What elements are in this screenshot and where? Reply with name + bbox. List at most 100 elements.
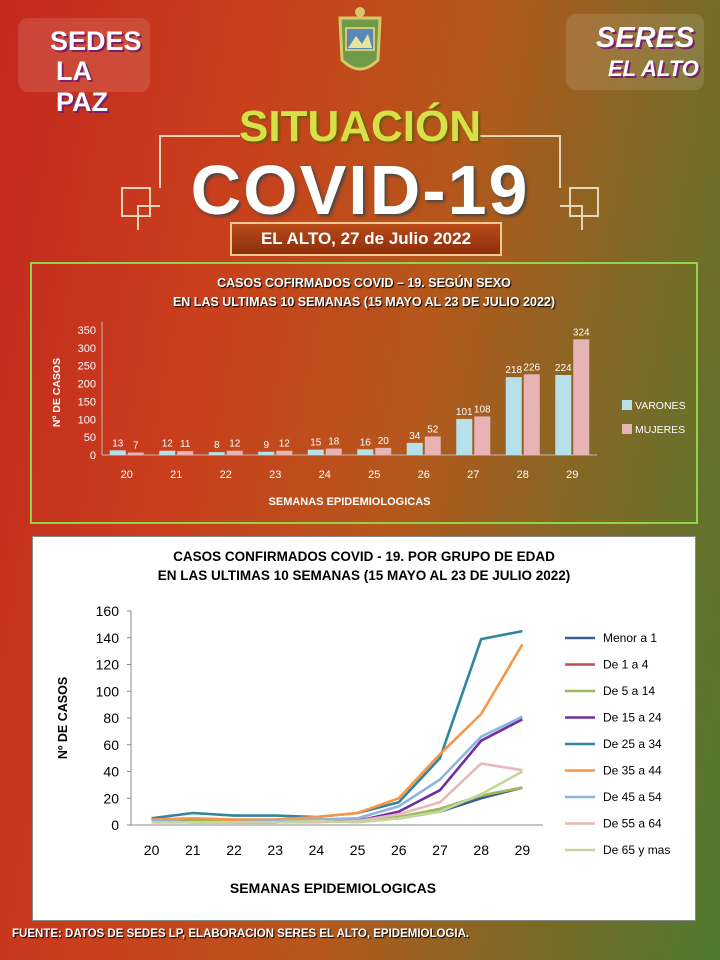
bar-data-label: 9 — [263, 440, 269, 451]
bar-legend-swatch — [622, 400, 632, 410]
bar-chart-title-line2: EN LAS ULTIMAS 10 SEMANAS (15 MAYO AL 23… — [172, 295, 556, 309]
bar-chart-panel: CASOS COFIRMADOS COVID – 19. SEGÚN SEXO … — [30, 262, 698, 524]
bar-mujeres — [276, 450, 293, 455]
bar-x-tick-label: 21 — [170, 469, 182, 481]
bar-data-label: 16 — [360, 437, 372, 448]
bar-data-label: 20 — [378, 436, 390, 447]
bar-data-label: 34 — [409, 431, 421, 442]
bar-mujeres — [226, 450, 243, 455]
line-y-tick-label: 20 — [103, 790, 119, 806]
line-legend-label: De 15 a 24 — [603, 711, 662, 725]
bar-data-label: 218 — [505, 365, 522, 376]
bar-x-tick-label: 24 — [319, 469, 331, 481]
line-legend-label: De 45 a 54 — [603, 790, 662, 804]
bar-data-label: 52 — [427, 424, 439, 435]
line-chart-plot: 0 20 40 60 80 100 120 140 160 20 21 22 23 24 25 26 27 28 2… — [56, 603, 670, 896]
bar-mujeres — [573, 339, 590, 455]
bar-x-tick-label: 27 — [467, 469, 479, 481]
bar-data-label: 12 — [279, 439, 291, 450]
line-legend-label: De 1 a 4 — [603, 658, 649, 672]
line-series-de-15-a-24 — [151, 718, 523, 824]
bar-chart-title-line1: CASOS COFIRMADOS COVID – 19. SEGÚN SEXO — [217, 276, 511, 290]
bar-y-tick-label: 100 — [78, 414, 96, 426]
line-x-tick-label: 26 — [391, 842, 407, 858]
line-legend-label: De 5 a 14 — [603, 684, 655, 698]
bar-varones — [357, 449, 374, 455]
bar-data-label: 324 — [573, 327, 590, 338]
bar-chart-title: CASOS COFIRMADOS COVID – 19. SEGÚN SEXO … — [32, 274, 696, 312]
line-series-de-35-a-44 — [151, 643, 524, 821]
bar-varones — [307, 449, 324, 455]
line-series-de-45-a-54 — [151, 715, 523, 824]
bar-y-tick-label: 0 — [90, 450, 96, 462]
bar-varones — [456, 418, 473, 455]
line-legend-label: De 25 a 34 — [603, 737, 662, 751]
bar-data-label: 15 — [310, 438, 322, 449]
line-legend-label: Menor a 1 — [603, 631, 657, 645]
logo-right-line1: SERES — [596, 22, 695, 54]
line-series-de-65-y-mas — [151, 770, 524, 824]
line-x-tick-label: 24 — [309, 842, 325, 858]
bar-x-axis-title: SEMANAS EPIDEMIOLOGICAS — [269, 496, 431, 508]
seres-el-alto-logo: SERES EL ALTO — [566, 14, 704, 90]
bar-mujeres — [523, 374, 540, 455]
bar-varones — [109, 450, 126, 455]
bar-y-tick-label: 300 — [78, 343, 96, 355]
bar-x-tick-label: 23 — [269, 469, 281, 481]
bar-varones — [258, 451, 275, 455]
title-situacion: SITUACIÓN — [239, 102, 481, 151]
bar-mujeres — [177, 451, 194, 455]
source-footer: FUENTE: DATOS DE SEDES LP, ELABORACION S… — [12, 928, 470, 940]
bar-y-tick-label: 250 — [78, 361, 96, 373]
bar-mujeres — [325, 448, 342, 455]
bar-data-label: 108 — [474, 404, 491, 415]
logo-left-line2: LA PAZ — [56, 56, 108, 117]
line-series-menor-a-1 — [151, 786, 523, 824]
line-y-tick-label: 0 — [111, 817, 119, 833]
bar-data-label: 224 — [555, 363, 572, 374]
line-y-axis-title: Nº DE CASOS — [56, 677, 70, 759]
line-legend-label: De 55 a 64 — [603, 817, 662, 831]
bar-mujeres — [127, 452, 144, 455]
bar-data-label: 11 — [180, 439, 191, 450]
line-x-tick-label: 25 — [350, 842, 366, 858]
line-y-tick-label: 140 — [96, 630, 120, 646]
line-y-tick-label: 160 — [96, 603, 120, 619]
line-chart-title: CASOS CONFIRMADOS COVID - 19. POR GRUPO … — [33, 547, 695, 585]
bar-varones — [505, 377, 522, 455]
line-y-tick-label: 40 — [103, 764, 119, 780]
line-x-tick-label: 28 — [473, 842, 489, 858]
bar-varones — [406, 442, 423, 455]
bar-varones — [159, 450, 176, 455]
bar-mujeres — [424, 436, 441, 455]
coat-of-arms-icon — [338, 7, 382, 71]
bar-x-tick-label: 28 — [517, 469, 529, 481]
line-chart-title-line1: CASOS CONFIRMADOS COVID - 19. POR GRUPO … — [173, 549, 555, 564]
bar-x-tick-label: 29 — [566, 469, 578, 481]
line-chart-panel: CASOS CONFIRMADOS COVID - 19. POR GRUPO … — [32, 536, 696, 921]
line-y-tick-label: 80 — [103, 710, 119, 726]
bar-varones — [208, 452, 225, 455]
bar-y-tick-label: 350 — [78, 325, 96, 337]
date-banner: EL ALTO, 27 de Julio 2022 — [230, 222, 502, 256]
bar-x-tick-label: 26 — [418, 469, 430, 481]
bar-data-label: 12 — [162, 439, 174, 450]
line-legend-label: De 35 a 44 — [603, 764, 662, 778]
line-x-tick-label: 29 — [515, 842, 531, 858]
bar-data-label: 12 — [229, 439, 241, 450]
line-y-tick-label: 120 — [96, 657, 120, 673]
bar-data-label: 7 — [133, 441, 139, 452]
bar-x-tick-label: 20 — [121, 469, 133, 481]
bar-y-axis-title: Nº DE CASOS — [51, 358, 63, 427]
line-legend-label: De 65 y mas — [603, 843, 670, 857]
bar-data-label: 226 — [523, 362, 540, 373]
bar-data-label: 8 — [214, 440, 220, 451]
line-x-tick-label: 23 — [267, 842, 283, 858]
bar-chart-plot: 0 50 100 150 200 250 300 350 20 13 7 21 12 11 22 8 12 23 9… — [51, 322, 686, 508]
title-frame-decoration — [121, 135, 599, 230]
bar-legend-label: VARONES — [635, 400, 686, 412]
line-x-tick-label: 21 — [185, 842, 201, 858]
sedes-la-paz-logo: SEDES LA PAZ — [18, 18, 150, 117]
line-x-tick-label: 20 — [144, 842, 160, 858]
bar-legend-label: MUJERES — [635, 424, 685, 436]
